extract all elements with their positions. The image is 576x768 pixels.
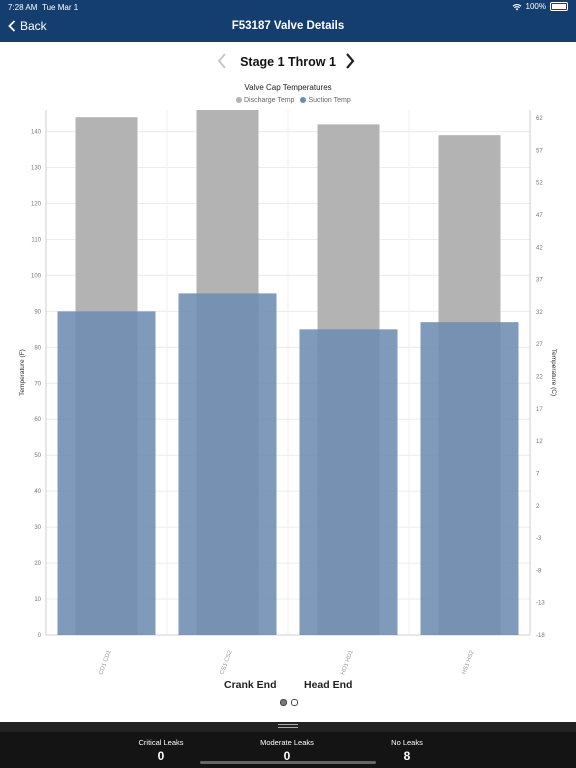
page-dot-1[interactable] xyxy=(280,699,287,706)
moderate-leaks-stat: Moderate Leaks 0 xyxy=(254,738,320,763)
head-end-label: Head End xyxy=(304,679,353,691)
y2-tick-label: 62 xyxy=(536,116,543,122)
chevron-right-icon xyxy=(346,53,355,69)
y2-tick-label: 32 xyxy=(536,310,543,316)
y-tick-label: 40 xyxy=(34,489,41,495)
y2-tick-label: 17 xyxy=(536,407,543,413)
y2-tick-label: -13 xyxy=(536,601,545,607)
page-title: F53187 Valve Details xyxy=(231,20,345,32)
bar-suction xyxy=(299,329,398,635)
y2-tick-label: -3 xyxy=(536,536,542,542)
no-leaks-stat: No Leaks 8 xyxy=(384,738,430,763)
y-tick-label: 80 xyxy=(34,345,41,351)
y2-tick-label: 57 xyxy=(536,148,543,154)
y-tick-label: 120 xyxy=(31,201,42,207)
y2-tick-label: 47 xyxy=(536,213,543,219)
y2-tick-label: 7 xyxy=(536,471,540,477)
y-tick-label: 100 xyxy=(31,273,42,279)
no-leaks-label: No Leaks xyxy=(391,738,423,747)
page-dot-2[interactable] xyxy=(291,699,298,706)
crank-end-label: Crank End xyxy=(224,679,277,691)
x-tick-label: CS1 CS2 xyxy=(219,649,233,675)
y2-tick-label: 12 xyxy=(536,439,543,445)
chevron-left-icon xyxy=(8,20,16,32)
stage-selector: Stage 1 Throw 1 xyxy=(0,52,576,72)
y-tick-label: 90 xyxy=(34,309,41,315)
y-tick-label: 10 xyxy=(34,597,41,603)
battery-icon xyxy=(550,2,568,11)
y-axis-title: Temperature (F) xyxy=(19,349,26,396)
legend-discharge-label: Discharge Temp xyxy=(244,97,295,104)
next-stage-button[interactable] xyxy=(344,52,356,74)
chart-legend: Discharge Temp Suction Temp xyxy=(236,97,351,104)
bar-suction xyxy=(178,293,277,635)
y-tick-label: 130 xyxy=(31,166,42,172)
status-date: Tue Mar 1 xyxy=(42,3,79,12)
y2-tick-label: 42 xyxy=(536,245,543,251)
y2-tick-label: 2 xyxy=(536,504,540,510)
y2-tick-label: -18 xyxy=(536,633,545,639)
y2-tick-label: 22 xyxy=(536,375,543,381)
moderate-leaks-label: Moderate Leaks xyxy=(260,738,314,747)
leak-summary-bar: Critical Leaks 0 Moderate Leaks 0 No Lea… xyxy=(0,732,576,768)
back-button[interactable]: Back xyxy=(8,19,47,33)
grabber-icon xyxy=(278,724,298,730)
legend-suction-label: Suction Temp xyxy=(308,97,351,104)
legend-suction[interactable]: Suction Temp xyxy=(300,97,351,104)
status-bar: 7:28 AM Tue Mar 1 100% xyxy=(0,0,576,14)
nav-bar: Back F53187 Valve Details xyxy=(0,14,576,42)
y-tick-label: 70 xyxy=(34,381,41,387)
y-tick-label: 20 xyxy=(34,561,41,567)
no-leaks-value: 8 xyxy=(403,749,411,763)
x-tick-label: CD1 CD1 xyxy=(98,649,113,676)
back-label: Back xyxy=(20,19,47,33)
page-indicator[interactable] xyxy=(280,699,298,706)
y2-tick-label: 27 xyxy=(536,342,543,348)
y-tick-label: 140 xyxy=(31,130,42,136)
y-tick-label: 30 xyxy=(34,525,41,531)
moderate-leaks-value: 0 xyxy=(283,749,291,763)
stage-label: Stage 1 Throw 1 xyxy=(240,55,336,69)
critical-leaks-label: Critical Leaks xyxy=(138,738,184,747)
bar-suction xyxy=(420,322,519,635)
status-right: 100% xyxy=(512,2,568,11)
status-time: 7:28 AM xyxy=(8,3,38,12)
x-tick-label: HS1 HS2 xyxy=(461,649,475,675)
y-tick-label: 0 xyxy=(38,633,42,639)
chart-title: Valve Cap Temperatures xyxy=(244,83,332,92)
y2-tick-label: 52 xyxy=(536,181,543,187)
home-indicator xyxy=(200,761,376,764)
y-tick-label: 60 xyxy=(34,417,41,423)
drawer-handle[interactable] xyxy=(0,722,576,732)
critical-leaks-value: 0 xyxy=(157,749,165,763)
prev-stage-button[interactable] xyxy=(216,52,228,74)
legend-discharge[interactable]: Discharge Temp xyxy=(236,97,294,104)
x-tick-label: HD1 HD1 xyxy=(340,649,355,676)
bar-suction xyxy=(57,311,156,635)
chevron-left-icon xyxy=(217,53,226,69)
y-tick-label: 50 xyxy=(34,453,41,459)
wifi-icon xyxy=(512,3,521,10)
valve-temperature-chart: 0 10 20 30 40 50 60 70 80 90 100 110 120 130 140 -18 -13… xyxy=(19,110,557,676)
y-tick-label: 110 xyxy=(31,237,41,243)
battery-percent: 100% xyxy=(525,2,546,11)
critical-leaks-stat: Critical Leaks 0 xyxy=(130,738,192,763)
y2-axis-title: Temperature (C) xyxy=(550,349,557,396)
y2-tick-label: 37 xyxy=(536,278,543,284)
y2-tick-label: -8 xyxy=(536,568,542,574)
